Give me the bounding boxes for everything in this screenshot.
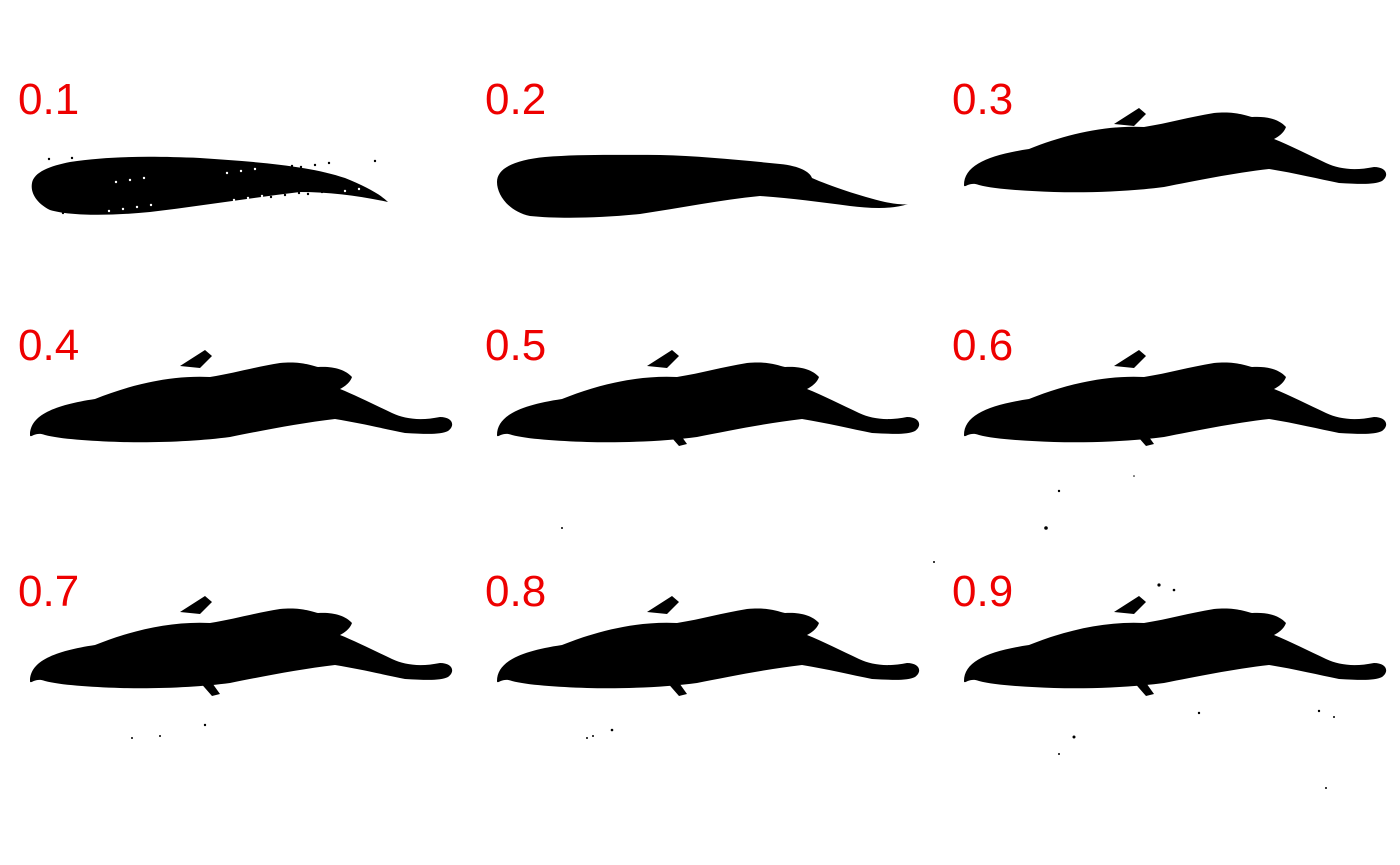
noise-speck	[1325, 787, 1327, 789]
threshold-panel: 0.9	[933, 492, 1400, 789]
fish-silhouette	[964, 112, 1387, 193]
noise-speck	[1317, 709, 1321, 713]
fish-silhouette-image	[30, 596, 453, 739]
dorsal-fin	[1114, 350, 1146, 368]
threshold-label: 0.6	[952, 321, 1014, 370]
threshold-label: 0.4	[18, 321, 80, 370]
dorsal-fin	[1114, 596, 1146, 614]
threshold-panel: 0.1	[0, 0, 467, 246]
fish-silhouette	[964, 362, 1387, 443]
fish-silhouette-image	[964, 350, 1387, 493]
threshold-panel: 0.8	[467, 492, 934, 739]
noise-speck	[561, 527, 563, 529]
fish-silhouette-image	[30, 350, 453, 443]
threshold-panel: 0.4	[0, 246, 467, 492]
threshold-panel: 0.6	[934, 246, 1400, 493]
noise-speck	[586, 737, 588, 739]
dorsal-fin	[180, 350, 212, 368]
dorsal-fin	[180, 596, 212, 614]
noise-speck	[1333, 716, 1335, 718]
threshold-panel: 0.3	[934, 0, 1400, 246]
threshold-panel: 0.2	[467, 0, 934, 246]
dorsal-fin	[647, 596, 679, 614]
fish-silhouette-image	[497, 154, 908, 218]
threshold-panel: 0.7	[0, 492, 467, 739]
noise-speck	[159, 735, 161, 737]
noise-speck	[1057, 489, 1061, 493]
noise-speck	[1197, 711, 1201, 715]
fish-silhouette	[30, 362, 453, 443]
threshold-label: 0.2	[485, 75, 547, 124]
threshold-label: 0.7	[18, 567, 80, 616]
noise-speck	[592, 735, 594, 737]
fish-silhouette	[31, 156, 388, 215]
noise-speck	[1072, 735, 1076, 739]
dorsal-fin	[1114, 108, 1146, 126]
ventral-fin	[198, 680, 220, 696]
fish-silhouette-image	[31, 156, 388, 215]
noise-speck	[203, 723, 207, 727]
ventral-fin	[1132, 430, 1154, 446]
threshold-label: 0.9	[952, 567, 1014, 616]
fish-silhouette-image	[933, 526, 1387, 789]
threshold-label: 0.1	[18, 75, 80, 124]
fish-silhouette-image	[497, 527, 920, 739]
ventral-fin	[665, 430, 687, 446]
fish-silhouette	[964, 608, 1387, 689]
fish-silhouette	[30, 608, 453, 689]
dorsal-fin	[647, 350, 679, 368]
noise-speck	[1157, 583, 1161, 587]
threshold-label: 0.8	[485, 567, 547, 616]
ventral-fin	[665, 680, 687, 696]
noise-speck	[1133, 475, 1135, 477]
fish-silhouette	[497, 154, 908, 218]
fish-silhouette-image	[964, 108, 1387, 193]
noise-speck	[131, 737, 133, 739]
fish-silhouette-image	[497, 350, 920, 446]
fish-silhouette	[497, 362, 920, 443]
threshold-panel: 0.5	[467, 246, 934, 492]
noise-speck	[1058, 753, 1060, 755]
threshold-label: 0.3	[952, 75, 1014, 124]
ventral-fin	[1132, 680, 1154, 696]
fish-silhouette	[497, 608, 920, 689]
threshold-label: 0.5	[485, 321, 547, 370]
noise-speck	[933, 561, 935, 563]
noise-speck	[1172, 588, 1176, 592]
noise-speck	[610, 728, 614, 732]
noise-speck	[1044, 526, 1048, 530]
